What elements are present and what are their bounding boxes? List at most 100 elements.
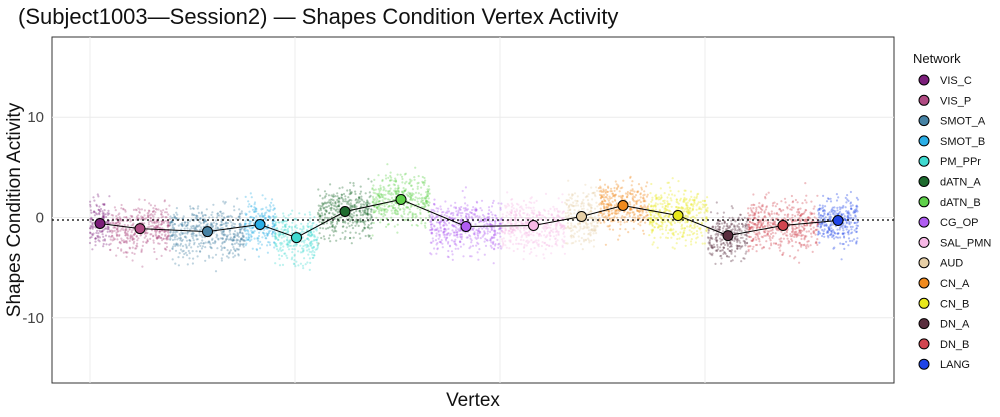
vertex-point xyxy=(220,248,223,252)
vertex-point xyxy=(556,239,559,242)
vertex-point xyxy=(487,206,491,209)
vertex-point xyxy=(169,237,172,240)
vertex-point xyxy=(319,194,322,197)
vertex-point xyxy=(122,228,125,232)
vertex-point xyxy=(408,208,411,211)
vertex-point xyxy=(226,235,229,238)
vertex-point xyxy=(427,200,430,203)
vertex-point xyxy=(284,234,287,237)
vertex-point xyxy=(279,246,282,249)
vertex-point xyxy=(115,221,118,224)
vertex-point xyxy=(183,252,186,256)
vertex-point xyxy=(567,214,570,217)
vertex-point xyxy=(316,236,319,239)
vertex-point xyxy=(774,242,778,245)
vertex-point xyxy=(288,239,292,242)
vertex-point xyxy=(112,226,115,229)
vertex-point xyxy=(114,222,117,225)
vertex-point xyxy=(219,210,222,213)
vertex-point xyxy=(97,195,100,198)
vertex-point xyxy=(291,251,294,254)
vertex-point xyxy=(89,227,92,230)
vertex-point xyxy=(256,236,259,239)
vertex-point xyxy=(165,237,168,240)
vertex-point xyxy=(89,236,92,239)
vertex-point xyxy=(424,179,427,182)
vertex-point xyxy=(666,196,669,199)
vertex-point xyxy=(696,236,699,239)
vertex-point xyxy=(708,241,712,245)
vertex-point xyxy=(101,230,104,233)
vertex-point xyxy=(381,194,384,197)
vertex-point xyxy=(673,194,676,197)
vertex-point xyxy=(427,192,430,195)
vertex-point xyxy=(390,204,393,207)
vertex-point xyxy=(263,217,267,220)
vertex-point xyxy=(145,241,148,244)
vertex-point xyxy=(374,209,377,212)
vertex-point xyxy=(167,223,170,226)
vertex-point xyxy=(173,233,176,237)
vertex-point xyxy=(329,198,332,201)
vertex-point xyxy=(690,226,694,229)
vertex-point xyxy=(295,224,298,227)
vertex-point xyxy=(405,205,408,208)
vertex-point xyxy=(720,222,724,225)
vertex-point xyxy=(500,202,503,205)
vertex-point xyxy=(269,243,272,246)
vertex-point xyxy=(402,191,405,194)
vertex-point xyxy=(530,233,533,236)
vertex-point xyxy=(181,232,184,235)
vertex-point xyxy=(613,198,617,201)
vertex-point xyxy=(319,215,322,218)
vertex-point xyxy=(141,265,144,268)
vertex-point xyxy=(135,234,138,238)
vertex-point xyxy=(244,212,247,215)
vertex-point xyxy=(266,251,269,254)
vertex-point xyxy=(97,208,100,211)
vertex-point xyxy=(490,246,493,249)
vertex-point xyxy=(249,220,252,223)
vertex-point xyxy=(318,232,321,235)
vertex-point xyxy=(600,212,603,215)
vertex-point xyxy=(590,224,593,227)
vertex-point xyxy=(328,211,331,214)
vertex-point xyxy=(154,233,157,236)
vertex-point xyxy=(485,222,488,225)
vertex-point xyxy=(364,220,367,223)
vertex-point xyxy=(252,216,255,220)
vertex-point xyxy=(102,211,105,214)
vertex-point xyxy=(260,243,263,246)
vertex-point xyxy=(226,249,229,252)
vertex-point xyxy=(397,187,400,190)
vertex-point xyxy=(334,205,337,208)
vertex-point xyxy=(478,230,481,233)
vertex-point xyxy=(728,216,731,220)
vertex-point xyxy=(573,212,576,215)
vertex-point xyxy=(224,225,228,228)
vertex-point xyxy=(370,215,373,218)
vertex-point xyxy=(424,217,428,220)
vertex-point xyxy=(169,223,172,227)
vertex-point xyxy=(587,233,590,236)
vertex-point xyxy=(257,242,260,245)
vertex-point xyxy=(347,199,350,202)
vertex-point xyxy=(651,243,654,246)
vertex-point xyxy=(131,246,134,249)
vertex-point xyxy=(698,206,701,209)
vertex-point xyxy=(707,247,710,250)
vertex-point xyxy=(517,220,520,223)
vertex-point xyxy=(512,226,515,229)
vertex-point xyxy=(94,237,97,240)
vertex-point xyxy=(255,208,258,211)
vertex-point xyxy=(356,200,359,204)
vertex-point xyxy=(447,210,451,213)
vertex-point xyxy=(466,204,469,207)
vertex-point xyxy=(174,262,177,265)
vertex-point xyxy=(179,239,182,242)
vertex-point xyxy=(277,233,280,236)
vertex-point xyxy=(816,194,819,197)
vertex-point xyxy=(233,239,236,242)
vertex-point xyxy=(342,221,345,224)
vertex-point xyxy=(118,233,121,237)
